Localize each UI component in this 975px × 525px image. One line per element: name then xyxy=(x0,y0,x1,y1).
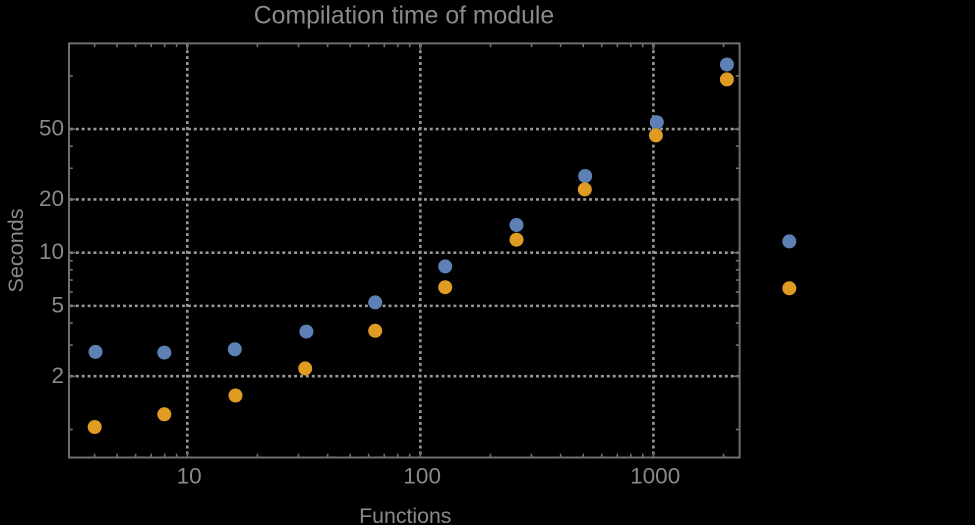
svg-text:50: 50 xyxy=(39,116,64,141)
svg-text:20: 20 xyxy=(39,186,64,211)
svg-text:10: 10 xyxy=(39,239,64,264)
svg-text:1000: 1000 xyxy=(630,464,680,489)
svg-text:100: 100 xyxy=(403,464,441,489)
svg-text:Seconds: Seconds xyxy=(3,208,28,292)
svg-text:5: 5 xyxy=(51,293,64,318)
svg-text:Compilation time of module: Compilation time of module xyxy=(254,3,554,30)
svg-text:2: 2 xyxy=(51,363,64,388)
svg-text:Functions: Functions xyxy=(359,504,451,525)
svg-text:10: 10 xyxy=(177,464,202,489)
